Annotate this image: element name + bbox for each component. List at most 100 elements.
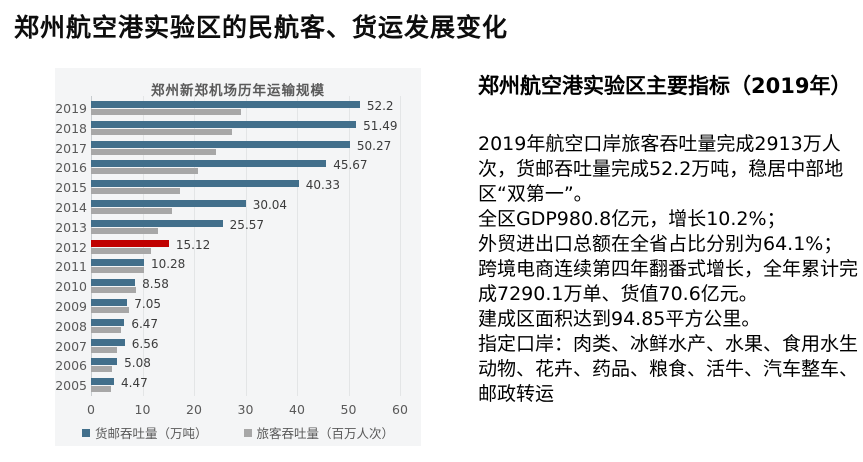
cargo-throughput-bar: [91, 298, 128, 306]
chart-row: 2009 7.05: [55, 296, 400, 318]
year-label: 2017: [55, 140, 87, 156]
passenger-throughput-bar: [91, 386, 112, 393]
chart-row: 2005 4.47: [55, 376, 400, 397]
passenger-throughput-bar: [91, 168, 199, 175]
gridline: [400, 96, 401, 396]
year-label: 2019: [55, 101, 87, 116]
chart-row: 2008 6.47: [55, 316, 400, 338]
chart-rows: 2019 52.2 2018 51.49 2017 50.27 2016 45.67 2015 4…: [55, 99, 400, 397]
year-label: 2005: [55, 378, 87, 394]
cargo-throughput-bar: [91, 199, 246, 207]
year-label: 2008: [55, 318, 87, 334]
bar-value-label: 25.57: [229, 217, 265, 232]
passenger-throughput-bar: [91, 128, 232, 135]
info-paragraph: 建成区面积达到94.85平方公里。: [478, 308, 761, 330]
chart-row: 2011 10.28: [55, 257, 400, 278]
chart-row: 2013 25.57: [55, 217, 400, 239]
cargo-throughput-bar: [91, 239, 169, 247]
passenger-throughput-bar: [91, 287, 136, 294]
info-panel: 郑州航空港实验区主要指标（2019年） 2019年航空口岸旅客吞吐量完成2913…: [478, 70, 860, 407]
chart-row: 2018 51.49: [55, 118, 400, 140]
cargo-throughput-bar: [91, 120, 357, 128]
chart-row: 2006 5.08: [55, 356, 400, 377]
passenger-throughput-bar: [91, 267, 144, 274]
x-tick-label: 30: [237, 402, 254, 417]
x-tick-label: 0: [87, 402, 95, 417]
chart-row: 2016 45.67: [55, 158, 400, 179]
year-label: 2011: [55, 259, 87, 275]
x-axis-ticks: 0 10 20 30 40 50 60: [87, 402, 408, 417]
bar-value-label: 4.47: [121, 376, 148, 391]
year-label: 2009: [55, 298, 87, 314]
legend-label: 货邮吞吐量（万吨）: [94, 426, 208, 441]
page-title: 郑州航空港实验区的民航客、货运发展变化: [14, 13, 509, 42]
year-label: 2016: [55, 160, 87, 176]
passenger-throughput-bar: [91, 188, 181, 195]
bar-value-label: 45.67: [333, 158, 368, 173]
gridline: [245, 96, 247, 396]
year-label: 2018: [55, 120, 87, 136]
info-paragraph: 指定口岸：肉类、冰鲜水产、水果、食用水生动物、花卉、药品、粮食、活牛、汽车整车、…: [478, 333, 859, 405]
year-label: 2015: [55, 180, 87, 196]
legend-label: 旅客吞吐量（百万人次）: [256, 426, 395, 441]
gridline: [297, 96, 298, 396]
passenger-throughput-bar: [91, 207, 173, 214]
cargo-throughput-bar: [91, 160, 327, 168]
cargo-throughput-bar: [91, 259, 144, 267]
cargo-throughput-bar: [91, 318, 125, 326]
passenger-throughput-bar: [91, 148, 217, 155]
gridline: [348, 96, 350, 396]
legend-swatch: [243, 428, 252, 437]
info-paragraph: 跨境电商连续第四年翻番式增长，全年累计完成7290.1万单、货值70.6亿元。: [478, 258, 859, 305]
cargo-throughput-bar: [91, 219, 223, 227]
x-tick-label: 50: [340, 402, 357, 417]
info-paragraphs: 2019年航空口岸旅客吞吐量完成2913万人次，货邮吞吐量完成52.2万吨，稳居…: [478, 132, 860, 407]
passenger-throughput-bar: [91, 227, 159, 234]
legend-swatch: [81, 428, 90, 437]
cargo-throughput-bar: [91, 180, 299, 188]
chart-row: 2010 8.58: [55, 277, 400, 298]
info-paragraph: 全区GDP980.8亿元，增长10.2%；: [478, 208, 786, 230]
passenger-throughput-bar: [91, 326, 122, 333]
cargo-throughput-bar: [91, 358, 118, 366]
x-tick-label: 10: [134, 402, 151, 417]
bar-value-label: 6.47: [131, 316, 159, 331]
passenger-throughput-bar: [91, 247, 152, 254]
cargo-throughput-bar: [91, 279, 136, 287]
info-paragraph: 2019年航空口岸旅客吞吐量完成2913万人次，货邮吞吐量完成52.2万吨，稳居…: [478, 133, 844, 205]
legend-item: 旅客吞吐量（百万人次）: [243, 423, 395, 442]
bar-value-label: 51.49: [363, 118, 398, 133]
chart-title: 郑州新郑机场历年运输规模: [151, 83, 325, 99]
info-paragraph: 外贸进出口总额在全省占比分别为64.1%；: [478, 233, 843, 255]
chart-panel: 郑州新郑机场历年运输规模 2019 52.2 2018 51.49 2017 50.27 2…: [55, 68, 421, 446]
bar-value-label: 40.33: [305, 178, 341, 193]
passenger-throughput-bar: [91, 366, 113, 373]
chart-row: 2017 50.27: [55, 138, 400, 160]
passenger-throughput-bar: [91, 109, 241, 115]
bar-value-label: 50.27: [356, 138, 392, 153]
x-tick-label: 20: [186, 402, 202, 417]
chart-row: 2015 40.33: [55, 178, 400, 199]
chart-row: 2014 30.04: [55, 198, 400, 219]
year-label: 2007: [55, 338, 87, 354]
cargo-throughput-bar: [91, 101, 360, 108]
passenger-throughput-bar: [91, 346, 118, 353]
bar-value-label: 5.08: [124, 356, 151, 371]
year-label: 2012: [55, 239, 87, 255]
year-label: 2006: [55, 358, 87, 374]
bar-value-label: 8.58: [142, 277, 169, 292]
year-label: 2010: [55, 279, 87, 295]
x-tick-label: 60: [392, 402, 408, 417]
bar-value-label: 7.05: [134, 296, 162, 311]
bar-value-label: 15.12: [175, 237, 211, 252]
chart-legend: 货邮吞吐量（万吨） 旅客吞吐量（百万人次）: [55, 423, 421, 442]
bar-value-label: 6.56: [131, 336, 159, 351]
bar-value-label: 52.2: [366, 99, 394, 113]
year-label: 2014: [55, 199, 87, 215]
cargo-throughput-bar: [91, 140, 350, 148]
gridline: [194, 96, 195, 396]
bar-value-label: 10.28: [150, 257, 186, 272]
info-panel-title: 郑州航空港实验区主要指标（2019年）: [478, 74, 852, 98]
chart-row: 2019 52.2: [55, 99, 400, 120]
